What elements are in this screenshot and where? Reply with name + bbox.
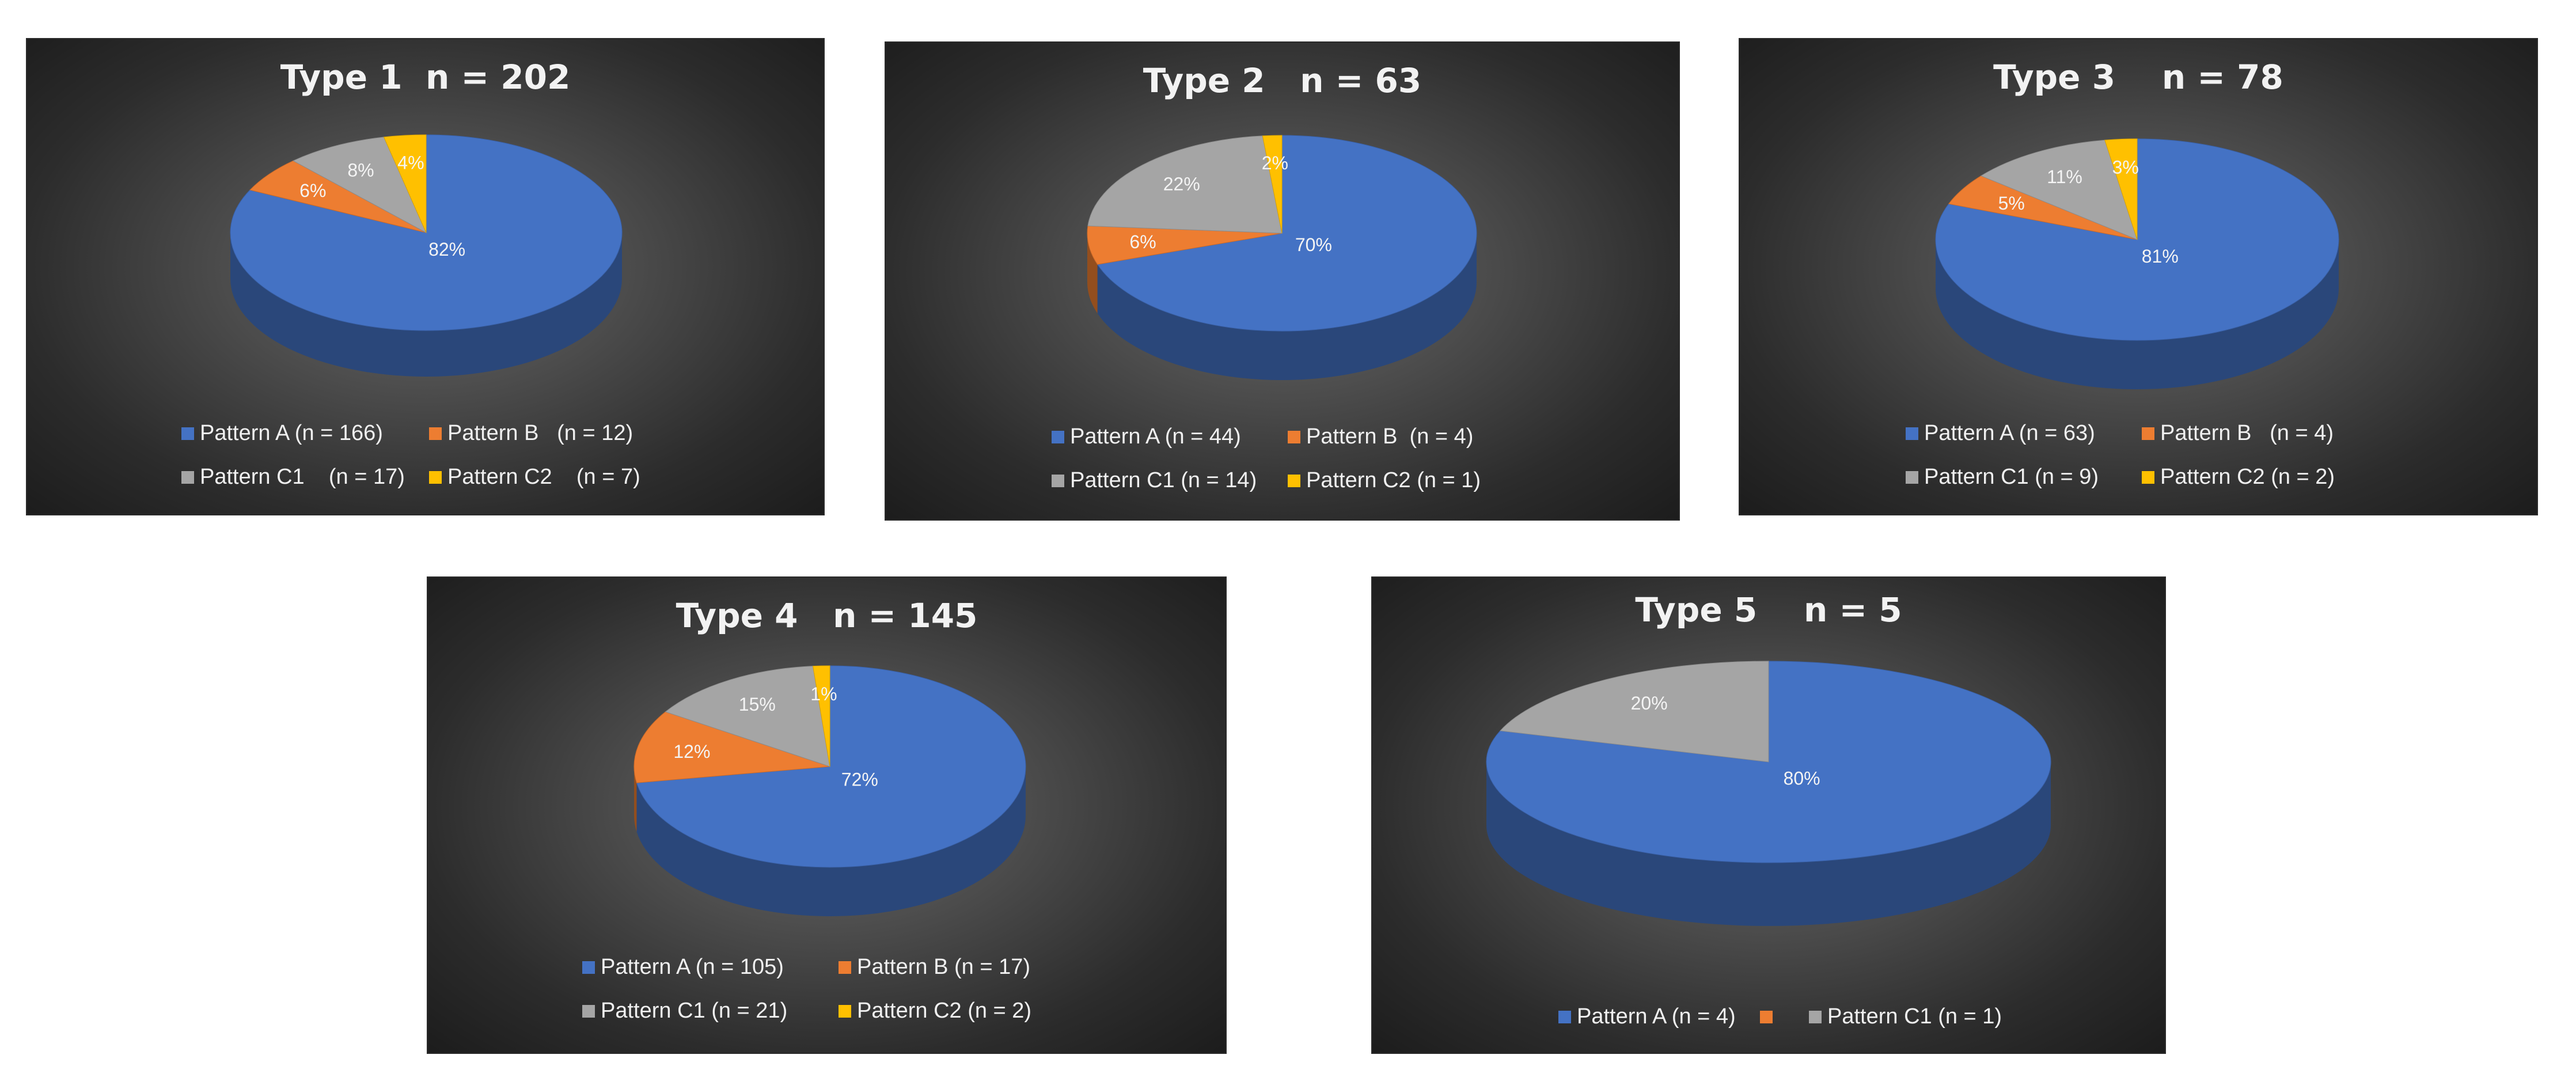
slice-percentage-label: 11% bbox=[2047, 166, 2082, 187]
pie-slice bbox=[1262, 135, 1283, 234]
legend-entry-label: Pattern C2 (n = 2) bbox=[2160, 465, 2335, 489]
pie-slice-side bbox=[230, 233, 622, 377]
legend-swatch bbox=[1906, 427, 1918, 440]
pie-slice bbox=[2104, 138, 2138, 240]
pie-slice-side bbox=[1087, 233, 1098, 314]
legend-swatch bbox=[1809, 1011, 1822, 1023]
legend-entry-label: Pattern B (n = 12) bbox=[447, 421, 633, 445]
pie-chart-4: Type 4 n = 145 72% 12% 15% 1% Pattern A (n = … bbox=[582, 596, 1031, 1023]
legend-entry-label: Pattern C2 (n = 1) bbox=[1306, 468, 1481, 492]
slice-percentage-label: 4% bbox=[397, 152, 424, 173]
legend: Pattern A (n = 4) Pattern C1 (n = 1) bbox=[1558, 1004, 2002, 1029]
legend-entry-label: Pattern C1 (n = 1) bbox=[1827, 1004, 2002, 1029]
pie-slice bbox=[1087, 225, 1283, 265]
chart-title: Type 3 n = 78 bbox=[1993, 58, 2283, 97]
chart-title: Type 4 n = 145 bbox=[676, 596, 978, 635]
legend-entry-label: Pattern C1 (n = 21) bbox=[601, 999, 787, 1023]
pie-slice-side bbox=[1936, 240, 2339, 389]
legend-swatch bbox=[181, 427, 194, 440]
chart-title: Type 5 n = 5 bbox=[1635, 590, 1902, 629]
chart-title: Type 1 n = 202 bbox=[280, 58, 571, 97]
slice-percentage-label: 2% bbox=[1262, 153, 1288, 173]
legend-swatch bbox=[1906, 471, 1918, 484]
legend-entry-label: Pattern C1 (n = 9) bbox=[1924, 465, 2099, 489]
legend-entry-label: Pattern B (n = 4) bbox=[1306, 424, 1473, 449]
legend-swatch bbox=[2142, 427, 2154, 440]
slice-percentage-label: 5% bbox=[1998, 193, 2025, 214]
pie-slice-side bbox=[1486, 762, 2051, 926]
legend-entry-label: Pattern B (n = 4) bbox=[2160, 421, 2334, 445]
legend-swatch bbox=[839, 1005, 851, 1018]
slice-percentage-label: 72% bbox=[841, 769, 878, 790]
pie-chart-5: Type 5 n = 580%20%Pattern A (n = 4) Patte… bbox=[1486, 590, 2051, 1029]
pie-slice bbox=[1087, 135, 1283, 234]
legend-entry-label: Pattern A (n = 63) bbox=[1924, 421, 2095, 445]
pie-slice bbox=[383, 134, 427, 233]
legend: Pattern A (n = 44) Pattern B (n = 4) Patte… bbox=[1052, 424, 1481, 492]
slice-percentage-label: 15% bbox=[739, 694, 776, 715]
chart-title: Type 2 n = 63 bbox=[1143, 61, 1421, 100]
pie-chart-panel-3: Type 3 n = 78 81% 5% 11% 3% Pattern A (n = 63… bbox=[1739, 38, 2538, 515]
slice-percentage-label: 12% bbox=[673, 741, 710, 762]
legend-entry-label: Pattern B (n = 17) bbox=[857, 955, 1030, 979]
legend: Pattern A (n = 166) Pattern B (n = 12) Pat… bbox=[181, 421, 640, 489]
legend-entry-label: Pattern A (n = 166) bbox=[200, 421, 383, 445]
slice-percentage-label: 6% bbox=[1129, 232, 1156, 252]
pie-slice bbox=[292, 136, 427, 234]
pie-slice bbox=[636, 665, 1026, 868]
slice-percentage-label: 3% bbox=[2112, 157, 2139, 177]
slice-percentage-label: 22% bbox=[1163, 174, 1200, 195]
slice-percentage-label: 81% bbox=[2142, 246, 2179, 267]
legend-swatch bbox=[429, 427, 442, 440]
pie-slice bbox=[812, 665, 830, 767]
pie-chart-panel-1: Type 1 n = 202 82% 6% 8% 4% Pattern A (n = 16… bbox=[26, 38, 825, 515]
slice-percentage-label: 70% bbox=[1295, 234, 1332, 255]
slice-percentage-label: 80% bbox=[1784, 768, 1820, 788]
pie-chart-3: Type 3 n = 78 81% 5% 11% 3% Pattern A (n = 63… bbox=[1906, 58, 2339, 489]
pie-slice bbox=[1980, 139, 2138, 240]
legend-entry-label: Pattern C2 (n = 7) bbox=[447, 465, 640, 489]
pie-slice bbox=[1935, 138, 2339, 341]
slice-percentage-label: 20% bbox=[1631, 693, 1668, 714]
legend-entry-label: Pattern A (n = 44) bbox=[1070, 424, 1241, 449]
pie-slice bbox=[1097, 135, 1477, 332]
legend-swatch bbox=[181, 471, 194, 484]
slice-percentage-label: 82% bbox=[428, 239, 465, 260]
pie-chart-panel-4: Type 4 n = 145 72% 12% 15% 1% Pattern A (n = … bbox=[427, 576, 1227, 1054]
legend: Pattern A (n = 63) Pattern B (n = 4) Patte… bbox=[1906, 421, 2335, 489]
legend: Pattern A (n = 105) Pattern B (n = 17) Pat… bbox=[582, 955, 1031, 1023]
legend-swatch bbox=[582, 1005, 595, 1018]
legend-entry-label: Pattern A (n = 4) bbox=[1577, 1004, 1736, 1029]
pie-slice bbox=[633, 711, 830, 783]
pie-slice-side bbox=[1097, 233, 1477, 380]
slice-percentage-label: 6% bbox=[299, 180, 326, 201]
legend-swatch bbox=[1558, 1011, 1571, 1023]
legend-swatch bbox=[2142, 471, 2154, 484]
pie-chart-panel-2: Type 2 n = 63 70% 6% 22% 2% Pattern A (n = 44… bbox=[885, 41, 1680, 521]
legend-swatch bbox=[1052, 431, 1064, 443]
slice-percentage-label: 8% bbox=[347, 160, 374, 181]
pie-chart-1: Type 1 n = 202 82% 6% 8% 4% Pattern A (n = 16… bbox=[181, 58, 640, 489]
legend-swatch bbox=[1288, 431, 1300, 443]
slice-percentage-label: 1% bbox=[810, 684, 837, 704]
legend-swatch bbox=[839, 961, 851, 974]
legend-swatch bbox=[1760, 1011, 1773, 1023]
pie-slice bbox=[249, 160, 427, 233]
legend-entry-label: Pattern A (n = 105) bbox=[601, 955, 784, 979]
legend-entry-label: Pattern C1 (n = 17) bbox=[200, 465, 405, 489]
legend-swatch bbox=[1288, 475, 1300, 487]
legend-swatch bbox=[429, 471, 442, 484]
pie-slice bbox=[665, 666, 830, 767]
pie-slice-side bbox=[634, 767, 637, 832]
legend-swatch bbox=[582, 961, 595, 974]
pie-chart-2: Type 2 n = 63 70% 6% 22% 2% Pattern A (n = 44… bbox=[1052, 61, 1481, 492]
legend-swatch bbox=[1052, 475, 1064, 487]
legend-entry-label: Pattern C2 (n = 2) bbox=[857, 999, 1031, 1023]
pie-slice-side bbox=[636, 767, 1026, 916]
legend-entry-label: Pattern C1 (n = 14) bbox=[1070, 468, 1257, 492]
pie-chart-panel-5: Type 5 n = 5 80% 20% Pattern A (n = 4) Patte… bbox=[1371, 576, 2166, 1054]
pie-slice bbox=[1499, 661, 1769, 762]
